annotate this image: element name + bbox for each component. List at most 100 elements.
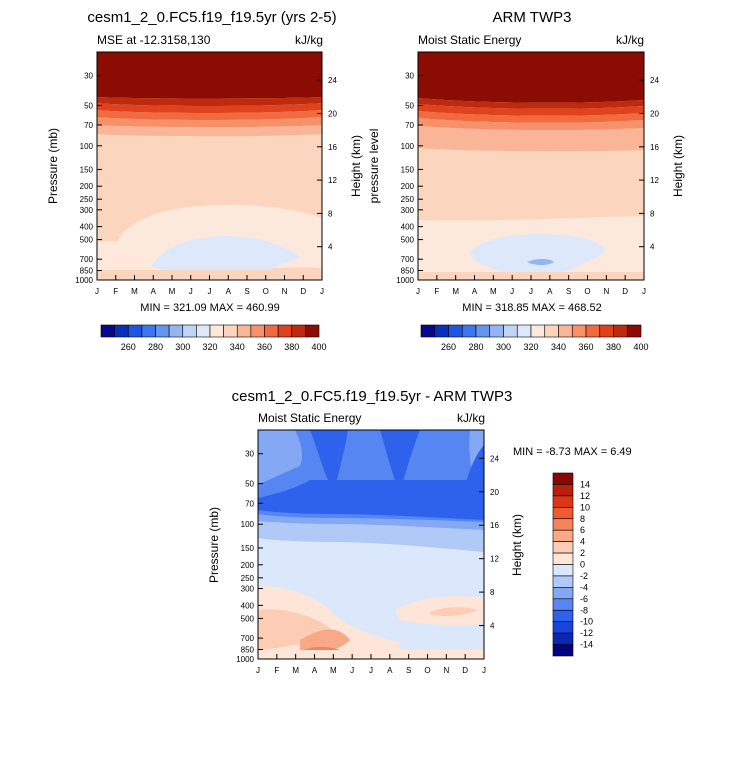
colorbar-label: 300 [175,342,190,352]
panel-obs-right-string: kJ/kg [616,33,644,47]
colorbar-swatch [552,518,574,531]
month-tick-label: J [510,287,514,296]
colorbar-swatch [552,507,574,520]
colorbar-swatch [236,324,252,338]
month-tick-label: A [312,666,318,675]
colorbar-swatch [552,495,574,508]
axis-label-pressure-diff: Pressure (mb) [207,507,221,583]
colorbar-label: -8 [580,605,588,615]
month-tick-label: D [300,287,306,296]
pressure-tick-label: 850 [241,645,255,654]
plot-area-model [96,51,323,281]
colorbar-swatch [552,529,574,542]
height-tick-label: 24 [328,76,337,85]
colorbar-label: 260 [121,342,136,352]
panel-model: cesm1_2_0.FC5.f19_f19.5yr (yrs 2-5) MSE … [46,9,363,352]
month-tick-label: J [95,287,99,296]
month-tick-label: M [490,287,497,296]
month-tick-label: J [189,287,193,296]
height-tick-label: 12 [328,176,337,185]
colorbar-swatch [552,541,574,554]
colorbar-swatch [558,324,573,338]
panel-model-right-string: kJ/kg [295,33,323,47]
height-tick-label: 8 [328,209,333,218]
panel-obs: ARM TWP3 Moist Static Energy kJ/kg press… [367,9,685,352]
pressure-tick-label: 150 [241,544,255,553]
month-tick-label: N [443,666,449,675]
month-tick-label: M [452,287,459,296]
month-tick-label: N [603,287,609,296]
minmax-model: MIN = 321.09 MAX = 460.99 [140,302,279,314]
colorbar-swatch [434,324,449,338]
colorbar-label: 260 [441,342,456,352]
colorbar-label: 320 [523,342,538,352]
colorbar-swatch [420,324,436,338]
colorbar-swatch [585,324,601,338]
colorbar-label: -14 [580,640,593,650]
colorbar-label: 380 [606,342,621,352]
colorbar-swatch [530,324,546,338]
pressure-tick-label: 700 [401,255,415,264]
colorbar-label: -4 [580,582,588,592]
colorbar-label: 8 [580,514,585,524]
pressure-tick-label: 70 [405,121,414,130]
pressure-tick-label: 30 [84,72,93,81]
height-tick-label: 4 [328,243,333,252]
colorbar-label: 280 [468,342,483,352]
pressure-tick-label: 250 [80,195,94,204]
month-tick-label: N [282,287,288,296]
colorbar-label: -2 [580,571,588,581]
pressure-tick-label: 100 [241,520,255,529]
height-tick-label: 4 [490,622,495,631]
pressure-tick-label: 300 [241,585,255,594]
panel-diff-right-string: kJ/kg [457,411,485,425]
colorbar-label: 10 [580,502,590,512]
month-tick-label: J [529,287,533,296]
colorbar-label: 0 [580,560,585,570]
panel-obs-left-string: Moist Static Energy [418,33,521,47]
colorbar-swatch [552,552,574,565]
colorbar-swatch [209,324,224,338]
pressure-tick-label: 700 [241,634,255,643]
height-tick-label: 16 [650,143,659,152]
colorbar-swatch [552,587,574,600]
month-tick-label: S [406,666,411,675]
pressure-tick-label: 70 [245,499,254,508]
month-tick-label: F [274,666,279,675]
colorbar-label: 14 [580,479,590,489]
pressure-tick-label: 250 [241,574,255,583]
pressure-tick-label: 50 [405,101,414,110]
pressure-tick-label: 400 [401,223,415,232]
colorbar-label: 340 [230,342,245,352]
colorbar-swatch [475,324,491,338]
pressure-tick-label: 70 [84,121,93,130]
colorbar-label: 4 [580,537,585,547]
colorbar-swatch [503,324,518,338]
height-tick-label: 4 [650,243,655,252]
month-tick-label: A [387,666,393,675]
axis-label-pressure-model: Pressure (mb) [46,128,60,204]
pressure-tick-label: 50 [84,101,93,110]
pressure-tick-label: 500 [241,614,255,623]
month-tick-label: M [330,666,337,675]
colorbar-swatch [223,324,238,338]
pressure-tick-label: 200 [80,182,94,191]
colorbar-swatch [305,324,320,338]
colorbar-swatch [114,324,129,338]
colorbar-label: -10 [580,617,593,627]
month-tick-label: M [169,287,176,296]
colorbar-label: 380 [284,342,299,352]
panel-obs-title: ARM TWP3 [493,9,572,26]
pressure-tick-label: 1000 [236,655,254,664]
colorbar-obs: 260 280 300 320 340 360 380 400 [420,324,649,352]
pressure-tick-label: 500 [80,236,94,245]
panel-model-left-string: MSE at -12.3158,130 [97,33,211,47]
colorbar-swatch [599,324,614,338]
panel-model-title: cesm1_2_0.FC5.f19_f19.5yr (yrs 2-5) [87,9,336,26]
month-tick-label: O [584,287,590,296]
plot-area-diff [257,429,485,660]
pressure-tick-label: 700 [80,255,94,264]
pressure-tick-label: 400 [80,223,94,232]
